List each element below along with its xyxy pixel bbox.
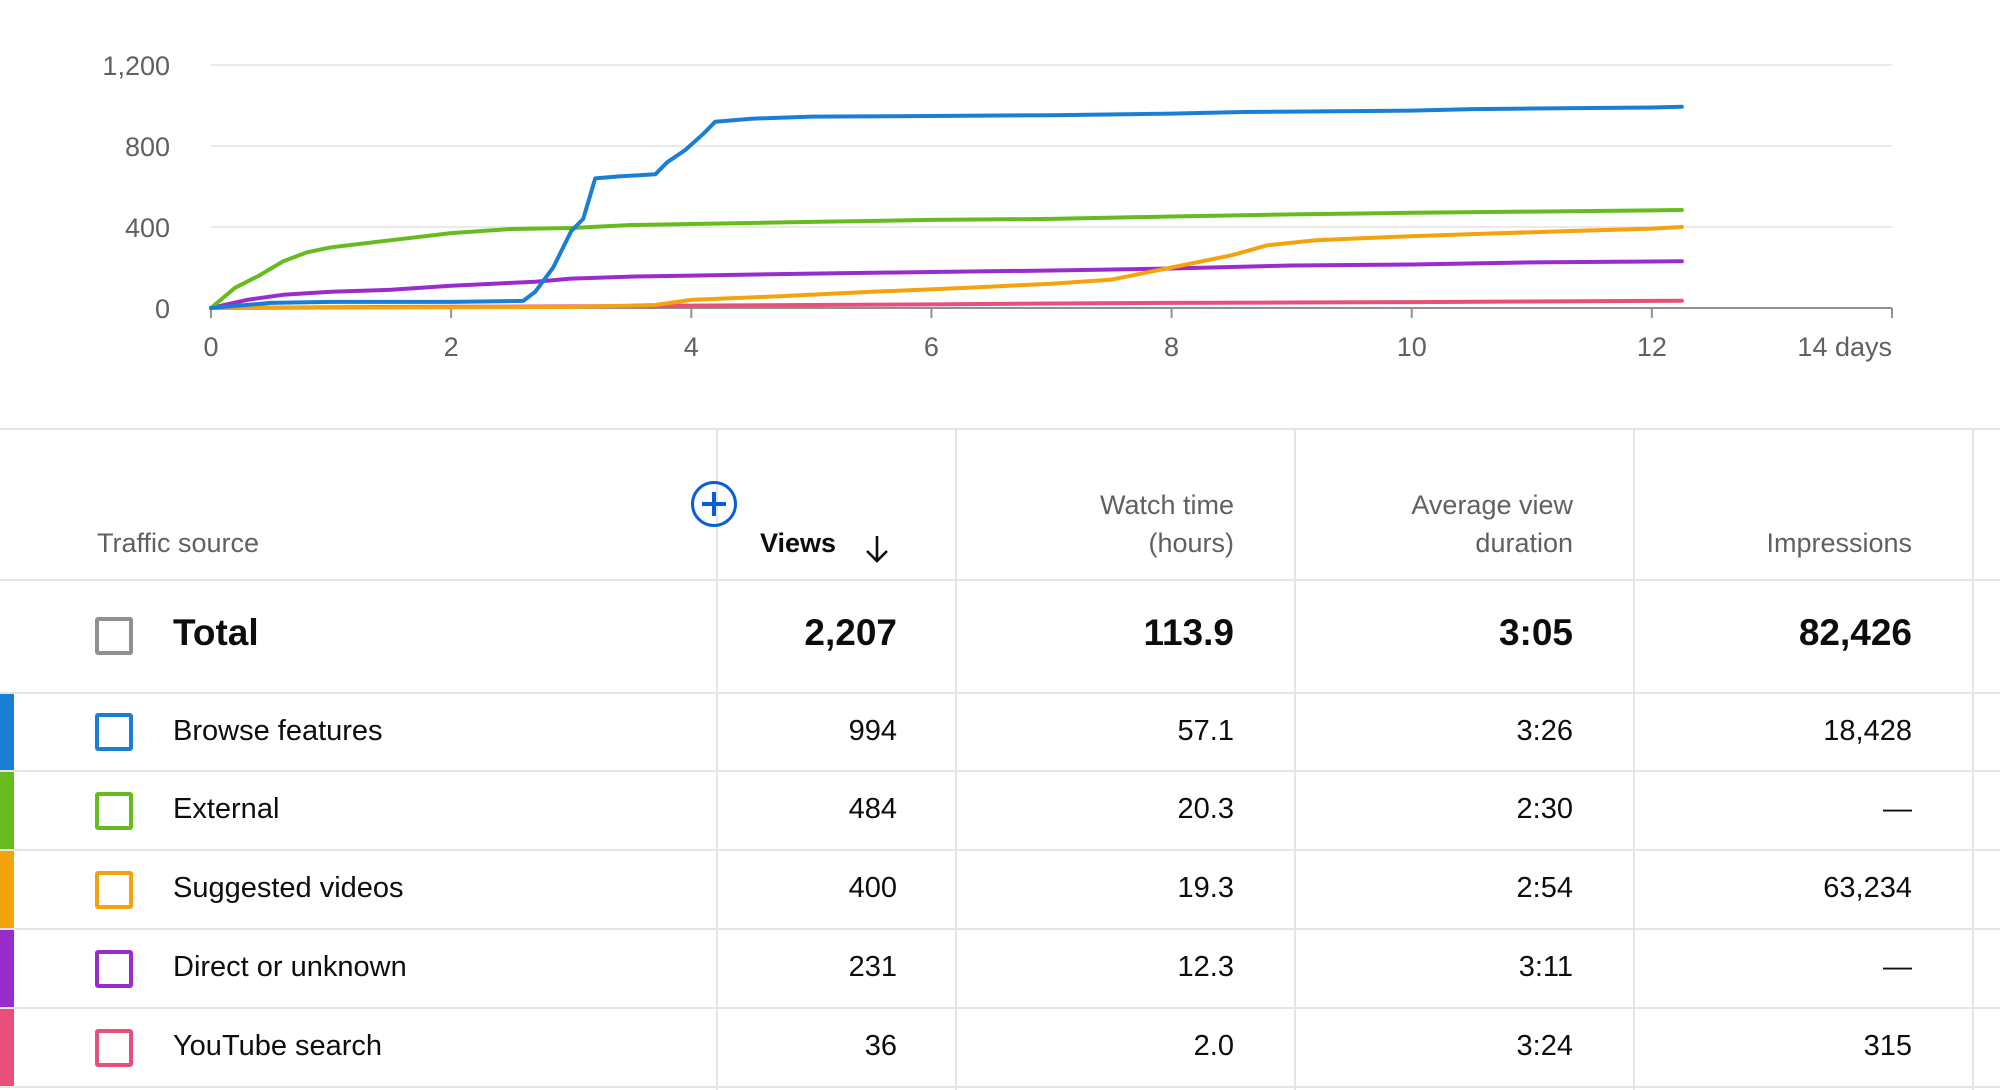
cell-views: 2,207 — [804, 612, 897, 653]
series-line-suggested-videos[interactable] — [209, 225, 1684, 310]
series-color-bar — [0, 930, 14, 1007]
checkbox[interactable] — [95, 950, 133, 988]
cell-avg-duration: 2:30 — [1516, 793, 1573, 825]
cell-avg-duration: 3:11 — [1518, 951, 1573, 983]
arrow-down-icon[interactable] — [864, 534, 890, 564]
row-label: External — [173, 793, 280, 825]
x-tick-label: 2 — [444, 332, 459, 362]
chart-x-tick-labels: 0 2 4 6 8 10 12 14 days — [203, 332, 1892, 362]
checkbox[interactable] — [95, 713, 133, 751]
column-divider — [955, 430, 957, 1090]
chart-y-tick-labels: 0 400 800 1,200 — [102, 51, 170, 324]
header-watch-time-line2: (hours) — [1148, 528, 1234, 558]
header-average-view-duration[interactable]: Average view duration — [1300, 486, 1573, 562]
chart-series-lines — [209, 104, 1684, 310]
x-tick-label: 8 — [1164, 332, 1179, 362]
cell-impressions: 315 — [1863, 1030, 1912, 1062]
row-label: Total — [173, 612, 259, 653]
x-tick-label: 0 — [203, 332, 218, 362]
header-watch-time[interactable]: Watch time (hours) — [1000, 486, 1234, 562]
cell-views: 484 — [848, 793, 897, 825]
cell-watch-time: 12.3 — [1177, 951, 1234, 983]
table-row: External 484 20.3 2:30 — — [0, 772, 2000, 849]
row-divider — [0, 849, 2000, 851]
row-label: Suggested videos — [173, 872, 404, 904]
row-divider — [0, 692, 2000, 694]
column-divider — [716, 430, 718, 1090]
header-views[interactable]: Views — [760, 528, 837, 558]
table-row: Suggested videos 400 19.3 2:54 63,234 — [0, 851, 2000, 928]
series-line-browse-features[interactable] — [209, 104, 1684, 310]
table-row: Browse features 994 57.1 3:26 18,428 — [0, 694, 2000, 770]
series-line-external[interactable] — [209, 208, 1684, 310]
cell-watch-time: 20.3 — [1177, 793, 1234, 825]
column-divider — [1294, 430, 1296, 1090]
cell-views: 994 — [848, 715, 897, 747]
table-row: Direct or unknown 231 12.3 3:11 — — [0, 930, 2000, 1007]
header-traffic-source[interactable]: Traffic source — [97, 528, 260, 558]
x-tick-label: 4 — [684, 332, 699, 362]
cell-impressions: 18,428 — [1823, 715, 1912, 747]
checkbox[interactable] — [95, 792, 133, 830]
section-divider — [0, 428, 2000, 430]
y-tick-label: 400 — [125, 213, 170, 243]
plus-circle-icon[interactable] — [691, 481, 737, 527]
series-color-bar — [0, 694, 14, 770]
checkbox[interactable] — [95, 871, 133, 909]
traffic-source-table: Traffic source Views Watch time (hours) … — [0, 430, 2000, 1090]
cell-watch-time: 113.9 — [1143, 612, 1234, 653]
y-tick-label: 0 — [155, 294, 170, 324]
header-watch-time-line1: Watch time — [1099, 490, 1234, 520]
x-tick-label: 10 — [1397, 332, 1427, 362]
cell-impressions: 63,234 — [1823, 872, 1912, 904]
x-tick-label: 6 — [924, 332, 939, 362]
cell-impressions: 82,426 — [1798, 612, 1912, 653]
cell-avg-duration: 3:24 — [1516, 1030, 1573, 1062]
header-impressions[interactable]: Impressions — [1766, 528, 1912, 558]
row-label: Browse features — [173, 715, 383, 747]
cell-avg-duration: 3:26 — [1516, 715, 1573, 747]
cell-views: 36 — [864, 1030, 897, 1062]
cell-impressions: — — [1883, 793, 1912, 825]
row-divider — [0, 1007, 2000, 1009]
cell-watch-time: 19.3 — [1177, 872, 1234, 904]
cell-views: 231 — [848, 951, 897, 983]
row-label: YouTube search — [173, 1030, 383, 1062]
traffic-chart: 0 400 800 1,200 0 2 4 6 8 10 12 14 days — [102, 51, 1893, 362]
cell-avg-duration: 2:54 — [1516, 872, 1573, 904]
column-divider — [1972, 430, 1974, 1090]
series-color-bar — [0, 772, 14, 849]
row-divider — [0, 579, 2000, 581]
y-tick-label: 1,200 — [102, 51, 170, 81]
series-line-direct-or-unknown[interactable] — [209, 259, 1684, 310]
table-row: YouTube search 36 2.0 3:24 315 — [0, 1009, 2000, 1086]
x-tick-label: 14 days — [1797, 332, 1892, 362]
y-tick-label: 800 — [125, 132, 170, 162]
table-row-total: Total 2,207 113.9 3:05 82,426 — [0, 581, 2000, 692]
cell-avg-duration: 3:05 — [1498, 612, 1573, 653]
x-tick-label: 12 — [1637, 332, 1667, 362]
series-color-bar — [0, 1009, 14, 1086]
header-avg-duration-line1: Average view — [1411, 490, 1573, 520]
row-divider — [0, 770, 2000, 772]
cell-watch-time: 57.1 — [1177, 715, 1234, 747]
row-divider — [0, 928, 2000, 930]
checkbox[interactable] — [95, 1029, 133, 1067]
row-divider — [0, 1086, 2000, 1088]
cell-impressions: — — [1883, 951, 1912, 983]
series-color-bar — [0, 851, 14, 928]
cell-views: 400 — [848, 872, 897, 904]
chart-gridlines — [210, 64, 1893, 318]
row-label: Direct or unknown — [173, 951, 407, 983]
cell-watch-time: 2.0 — [1193, 1030, 1234, 1062]
column-divider — [1633, 430, 1635, 1090]
checkbox-total[interactable] — [95, 617, 133, 655]
header-avg-duration-line2: duration — [1475, 528, 1573, 558]
